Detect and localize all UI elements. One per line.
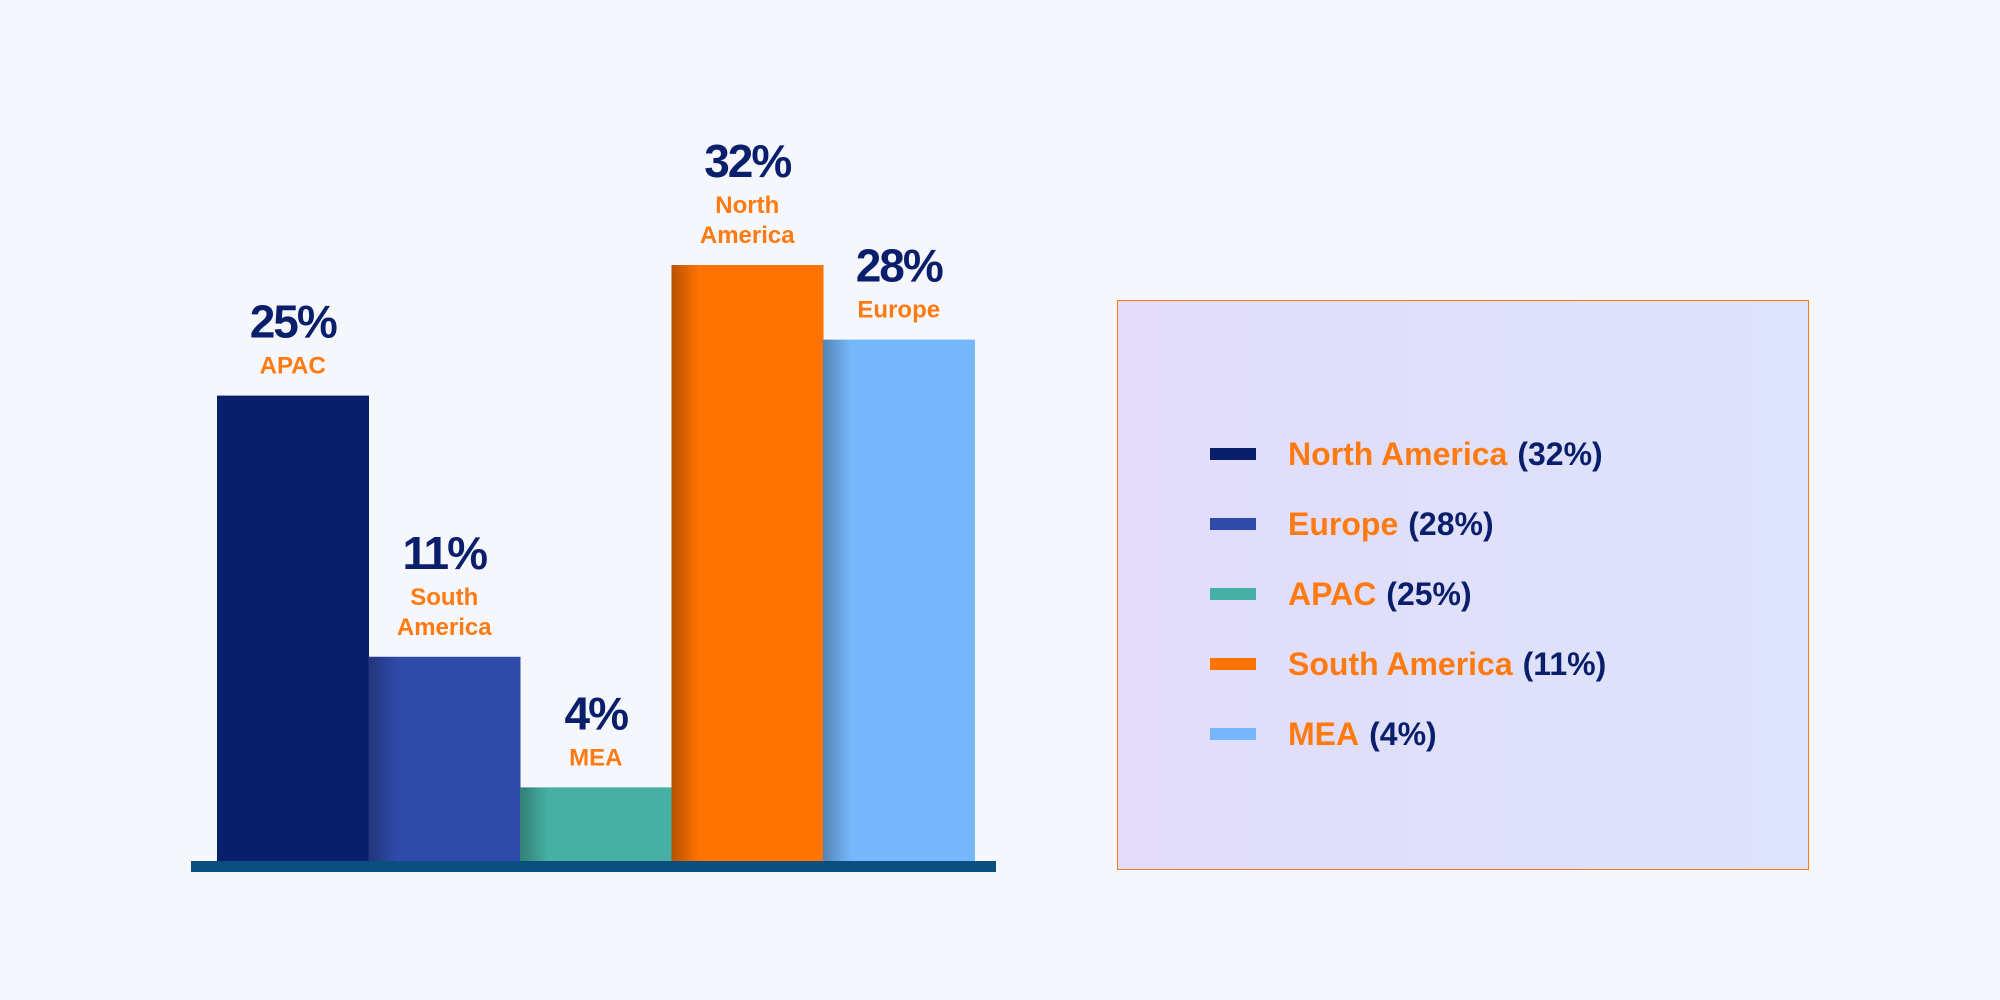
legend-list: North America (32%) Europe (28%) APAC (25%) So… <box>1210 419 1606 769</box>
legend-value: (28%) <box>1408 505 1494 542</box>
bar-shadow <box>671 265 700 862</box>
bar-category-label-line: South <box>410 584 478 611</box>
bar-value-label: 4% <box>565 687 629 739</box>
legend-item: MEA (4%) <box>1210 699 1606 769</box>
legend-swatch <box>1210 448 1256 460</box>
legend-swatch <box>1210 728 1256 740</box>
legend-name: North America <box>1288 435 1508 472</box>
bar-shadow <box>823 339 851 862</box>
legend-name: South America <box>1288 645 1513 682</box>
legend-item: Europe (28%) <box>1210 489 1606 559</box>
legend-name: APAC <box>1288 575 1377 612</box>
legend-box: North America (32%) Europe (28%) APAC (25%) So… <box>1117 300 1809 870</box>
bar-category-label: APAC <box>260 353 326 380</box>
legend-item: South America (11%) <box>1210 629 1606 699</box>
baseline-axis <box>191 861 996 872</box>
legend-item: North America (32%) <box>1210 419 1606 489</box>
bar-category-label-line: America <box>397 614 492 641</box>
bar-category-label: Europe <box>857 297 940 324</box>
bars-layer <box>217 265 975 862</box>
legend-swatch <box>1210 588 1256 600</box>
bar-shadow <box>520 787 548 862</box>
bar-category-label-line: North <box>715 192 779 219</box>
legend-name: Europe <box>1288 505 1399 542</box>
bar-apac <box>217 395 369 862</box>
legend-item: APAC (25%) <box>1210 559 1606 629</box>
bar-value-label: 28% <box>856 240 943 292</box>
bar-category-label: North America <box>700 192 795 249</box>
legend-value: (32%) <box>1517 435 1603 472</box>
legend-value: (25%) <box>1386 575 1472 612</box>
legend-name: MEA <box>1288 715 1360 752</box>
legend-value: (11%) <box>1522 645 1607 682</box>
bar-category-label-line: Europe <box>857 297 940 324</box>
bar-value-label: 25% <box>250 296 337 348</box>
bar-shadow <box>368 656 397 862</box>
labels-layer: 25% APAC 11% South America 4% MEA 32% North Ameri… <box>250 135 945 771</box>
bar-category-label-line: America <box>700 222 795 249</box>
legend-value: (4%) <box>1369 715 1437 752</box>
bar-category-label: MEA <box>569 744 622 771</box>
bar-value-label: 32% <box>704 135 791 187</box>
bar-value-label: 11% <box>402 527 487 579</box>
legend-swatch <box>1210 518 1256 530</box>
bar-category-label: South America <box>397 584 492 641</box>
legend-swatch <box>1210 658 1256 670</box>
bar-category-label-line: MEA <box>569 744 622 771</box>
bar-category-label-line: APAC <box>260 353 326 380</box>
